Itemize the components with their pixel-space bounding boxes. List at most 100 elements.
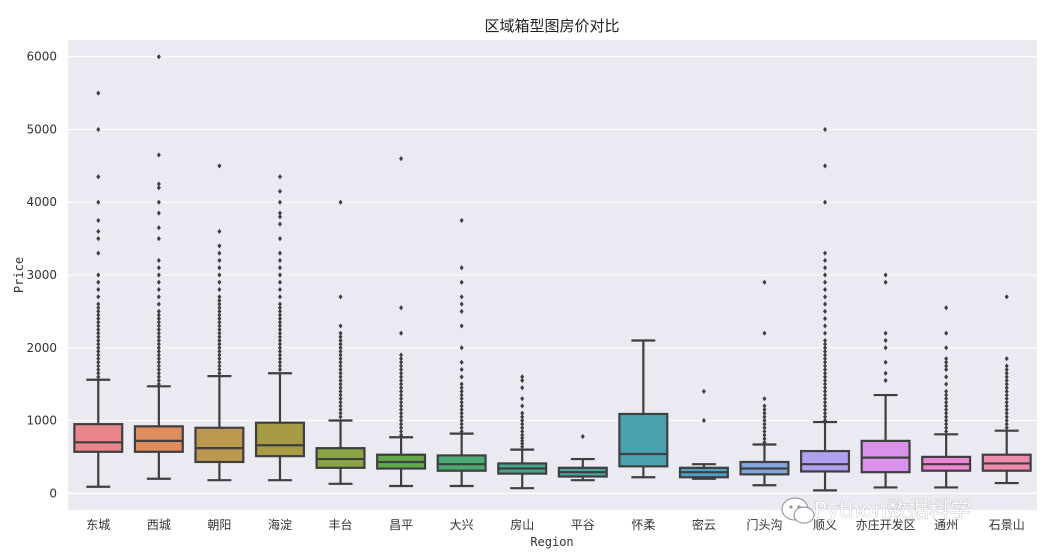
box-1: [133, 54, 184, 480]
outlier-point: [399, 330, 404, 336]
outlier-point: [156, 356, 161, 362]
outlier-point: [217, 330, 222, 336]
outlier-point: [883, 337, 888, 344]
outlier-point: [277, 305, 282, 311]
outlier-point: [277, 312, 282, 318]
outlier-point: [217, 250, 222, 256]
x-tick-label: 房山: [510, 517, 534, 532]
outlier-point: [459, 421, 464, 427]
outlier-point: [459, 217, 464, 224]
outlier-point: [823, 294, 828, 300]
outlier-point: [277, 210, 282, 216]
outlier-point: [217, 323, 222, 329]
box-7: [497, 374, 548, 490]
x-tick-label: 通州: [934, 518, 958, 532]
box-14: [921, 305, 972, 489]
outlier-point: [217, 228, 222, 234]
outlier-point: [762, 436, 767, 442]
outlier-point: [277, 359, 282, 365]
outlier-point: [520, 435, 525, 441]
outlier-point: [823, 396, 828, 402]
outlier-point: [277, 294, 282, 300]
outlier-point: [762, 330, 767, 336]
outlier-point: [520, 377, 525, 384]
outlier-point: [217, 319, 222, 325]
outlier-point: [944, 330, 949, 336]
outlier-point: [944, 363, 949, 369]
outlier-point: [823, 265, 828, 271]
outlier-point: [1004, 366, 1009, 373]
outlier-point: [217, 163, 222, 169]
outlier-point: [823, 381, 828, 387]
x-tick-label: 顺义: [813, 518, 837, 532]
outlier-point: [156, 301, 161, 307]
x-tick-label: 西城: [147, 518, 171, 532]
outlier-point: [459, 279, 464, 285]
outlier-point: [1004, 377, 1009, 384]
outlier-point: [823, 410, 828, 416]
outlier-point: [823, 308, 828, 314]
outlier-point: [459, 366, 464, 373]
outlier-point: [156, 236, 161, 242]
outlier-point: [96, 236, 101, 242]
outlier-point: [277, 188, 282, 194]
outlier-point: [399, 417, 404, 424]
outlier-point: [399, 388, 404, 395]
outlier-point: [96, 301, 101, 307]
outlier-point: [96, 272, 101, 278]
x-tick-label: 海淀: [268, 517, 292, 532]
outlier-point: [277, 330, 282, 336]
outlier-point: [338, 399, 343, 405]
outlier-point: [944, 410, 949, 416]
outlier-point: [823, 163, 828, 169]
outlier-point: [762, 414, 767, 420]
outlier-point: [823, 374, 828, 380]
outlier-point: [277, 319, 282, 325]
box-10: [678, 388, 729, 480]
outlier-point: [217, 308, 222, 314]
box-15: [981, 294, 1032, 485]
outlier-point: [823, 279, 828, 285]
outlier-point: [96, 286, 101, 293]
outlier-point: [156, 312, 161, 318]
outlier-point: [217, 341, 222, 347]
outlier-point: [96, 345, 101, 351]
outlier-point: [217, 345, 222, 351]
x-tick-label: 朝阳: [207, 518, 231, 532]
box-13: [860, 272, 911, 489]
y-tick-label: 6000: [26, 50, 57, 64]
outlier-point: [277, 334, 282, 340]
outlier-point: [399, 305, 404, 311]
outlier-point: [399, 377, 404, 384]
outlier-point: [944, 388, 949, 395]
outlier-point: [96, 348, 101, 354]
outlier-point: [338, 370, 343, 376]
x-tick-label: 怀柔: [631, 518, 655, 532]
y-tick-label: 4000: [26, 195, 57, 209]
outlier-point: [944, 359, 949, 365]
outlier-point: [156, 366, 161, 373]
outlier-point: [823, 356, 828, 362]
outlier-point: [217, 301, 222, 307]
outlier-point: [338, 330, 343, 336]
watermark: Python数据科学: [781, 497, 971, 524]
outlier-point: [156, 348, 161, 354]
outlier-point: [459, 374, 464, 380]
outlier-point: [1004, 381, 1009, 387]
box-3: [254, 174, 305, 482]
outlier-point: [156, 341, 161, 347]
outlier-point: [156, 345, 161, 351]
outlier-point: [459, 406, 464, 413]
outlier-point: [459, 381, 464, 387]
outlier-point: [399, 374, 404, 380]
outlier-point: [944, 374, 949, 380]
outlier-point: [96, 319, 101, 325]
outlier-point: [399, 428, 404, 435]
outlier-point: [1004, 385, 1009, 391]
outlier-point: [399, 363, 404, 369]
box-11: [739, 279, 790, 487]
iqr-box: [194, 426, 245, 464]
outlier-point: [277, 301, 282, 307]
x-axis-label: Region: [530, 535, 573, 549]
outlier-point: [701, 417, 706, 424]
